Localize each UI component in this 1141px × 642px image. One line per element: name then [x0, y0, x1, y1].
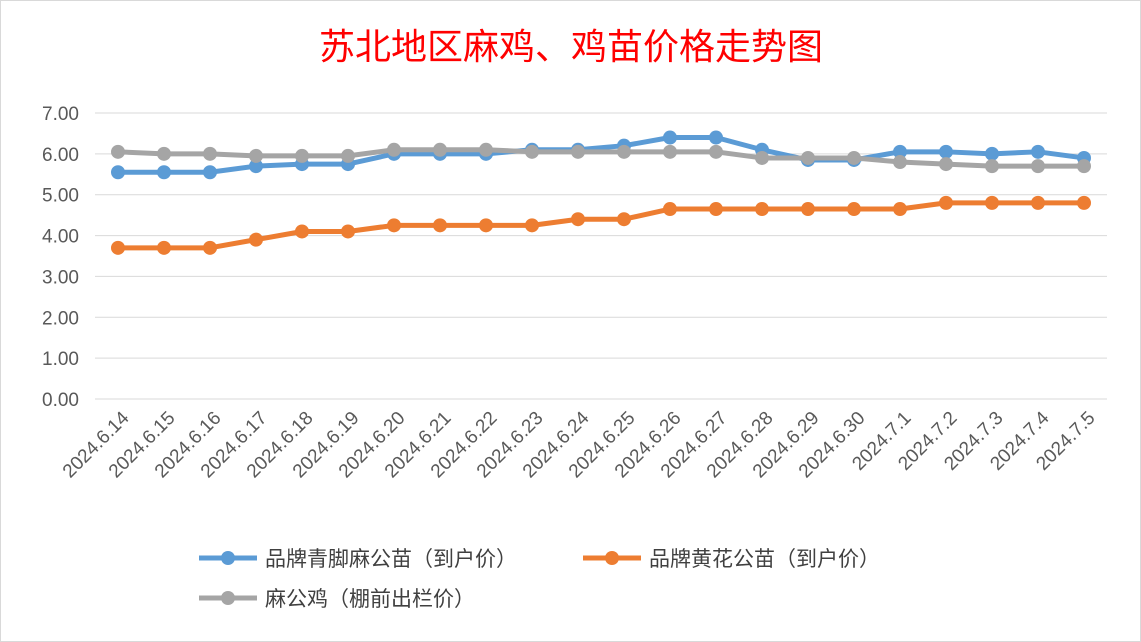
- data-point: [433, 218, 447, 233]
- data-point: [295, 224, 309, 239]
- data-point: [249, 159, 263, 174]
- data-point: [387, 142, 401, 157]
- legend-marker: [605, 551, 619, 565]
- data-point: [1077, 195, 1091, 210]
- data-point: [111, 144, 125, 159]
- series-layer: [111, 130, 1091, 255]
- legend-item: 麻公鸡（棚前出栏价）: [199, 587, 475, 611]
- data-point: [801, 150, 815, 165]
- x-axis-tick-labels: 2024.6.142024.6.152024.6.162024.6.172024…: [59, 407, 1100, 482]
- data-point: [893, 202, 907, 217]
- data-point: [203, 240, 217, 255]
- legend-label: 品牌青脚麻公苗（到户价）: [265, 547, 517, 571]
- data-point: [157, 240, 171, 255]
- data-point: [203, 146, 217, 161]
- data-point: [709, 144, 723, 159]
- y-tick-label: 0.00: [42, 390, 79, 411]
- data-point: [249, 232, 263, 247]
- data-point: [1077, 159, 1091, 174]
- data-point: [111, 165, 125, 180]
- data-point: [939, 157, 953, 172]
- data-point: [387, 218, 401, 233]
- data-point: [1031, 159, 1045, 174]
- data-point: [617, 212, 631, 227]
- data-point: [893, 144, 907, 159]
- data-point: [203, 165, 217, 180]
- y-tick-label: 7.00: [42, 104, 79, 125]
- data-point: [939, 195, 953, 210]
- data-point: [985, 159, 999, 174]
- chart-title: 苏北地区麻鸡、鸡苗价格走势图: [319, 27, 823, 68]
- series-line: [115, 135, 1087, 175]
- data-point: [617, 144, 631, 159]
- data-point: [295, 148, 309, 163]
- y-tick-label: 3.00: [42, 267, 79, 288]
- legend-marker: [221, 591, 235, 605]
- data-point: [709, 130, 723, 145]
- data-point: [157, 165, 171, 180]
- series-line: [115, 147, 1087, 169]
- data-point: [249, 148, 263, 163]
- data-point: [663, 144, 677, 159]
- data-point: [111, 240, 125, 255]
- y-tick-label: 2.00: [42, 308, 79, 329]
- data-point: [847, 202, 861, 217]
- legend-label: 麻公鸡（棚前出栏价）: [265, 587, 475, 611]
- data-point: [157, 146, 171, 161]
- legend-label: 品牌黄花公苗（到户价）: [649, 547, 880, 571]
- data-point: [479, 218, 493, 233]
- data-point: [985, 195, 999, 210]
- series-2: [111, 195, 1091, 255]
- data-point: [525, 218, 539, 233]
- data-point: [893, 155, 907, 170]
- data-point: [663, 130, 677, 145]
- data-point: [1031, 144, 1045, 159]
- series-line: [115, 200, 1087, 251]
- data-point: [341, 148, 355, 163]
- legend-item: 品牌黄花公苗（到户价）: [583, 547, 880, 571]
- data-point: [571, 212, 585, 227]
- legend-item: 品牌青脚麻公苗（到户价）: [199, 547, 517, 571]
- data-point: [755, 150, 769, 165]
- data-point: [1031, 195, 1045, 210]
- y-tick-label: 1.00: [42, 349, 79, 370]
- legend: 品牌青脚麻公苗（到户价） 品牌黄花公苗（到户价） 麻公鸡（棚前出栏价）: [199, 547, 880, 611]
- data-point: [985, 146, 999, 161]
- data-point: [847, 150, 861, 165]
- data-point: [939, 144, 953, 159]
- data-point: [755, 202, 769, 217]
- series-3: [111, 142, 1091, 174]
- data-point: [479, 142, 493, 157]
- y-tick-label: 4.00: [42, 227, 79, 248]
- y-tick-label: 6.00: [42, 145, 79, 166]
- data-point: [433, 142, 447, 157]
- data-point: [663, 202, 677, 217]
- data-point: [525, 144, 539, 159]
- legend-marker: [221, 551, 235, 565]
- y-axis-tick-labels: 0.00 1.00 2.00 3.00 4.00 5.00 6.00 7.00: [42, 104, 79, 411]
- data-point: [571, 144, 585, 159]
- data-point: [709, 202, 723, 217]
- y-tick-label: 5.00: [42, 186, 79, 207]
- data-point: [801, 202, 815, 217]
- data-point: [341, 224, 355, 239]
